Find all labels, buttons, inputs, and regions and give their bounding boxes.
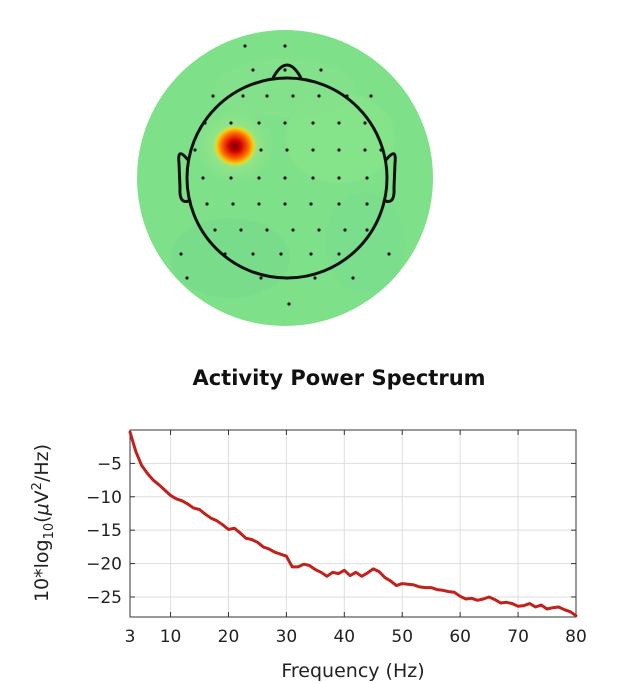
electrode-dot — [311, 121, 315, 125]
left-ear-outline — [177, 152, 192, 203]
x-axis-label: Frequency (Hz) — [281, 660, 424, 682]
electrode-dot — [257, 121, 261, 125]
electrode-dot — [363, 148, 367, 152]
electrode-dot — [309, 202, 313, 206]
y-axis-label: 10*log10(μV2/Hz) — [30, 444, 57, 602]
axis-ticks — [129, 430, 577, 617]
electrode-dot — [311, 148, 315, 152]
electrode-dot — [365, 228, 369, 232]
electrode-dot — [205, 202, 209, 206]
electrode-dot — [283, 44, 287, 48]
electrode-dot — [369, 94, 373, 98]
plot-area-frame — [129, 429, 577, 618]
electrode-dot — [257, 176, 261, 180]
electrode-dot — [201, 176, 205, 180]
electrode-dot — [351, 276, 355, 280]
y-tick-labels: −5 −10 −15 −20 −25 — [86, 454, 122, 608]
electrode-dot — [265, 228, 269, 232]
electrode-dot — [279, 252, 283, 256]
electrode-dot — [291, 228, 295, 232]
electrode-dot — [283, 121, 287, 125]
electrode-dots — [179, 44, 391, 306]
electrode-dot — [337, 176, 341, 180]
y-tick-label: −5 — [97, 454, 122, 474]
electrode-dot — [239, 228, 243, 232]
electrode-dot — [387, 252, 391, 256]
y-tick-label: −15 — [86, 521, 122, 541]
y-tick-label: −10 — [86, 488, 122, 508]
y-tick-label: −20 — [86, 555, 122, 575]
x-tick-label: 60 — [449, 627, 471, 647]
x-tick-label: 50 — [391, 627, 413, 647]
electrode-dot — [311, 176, 315, 180]
y-axis-label-superscript: 2 — [30, 482, 45, 490]
y-axis-label-part3: V — [31, 490, 53, 503]
electrode-dot — [241, 94, 245, 98]
electrode-dot — [251, 252, 255, 256]
electrode-dot — [185, 276, 189, 280]
electrode-dot — [337, 148, 341, 152]
series-line-power-spectrum — [128, 430, 578, 618]
x-tick-label: 10 — [160, 627, 182, 647]
electrode-dot — [193, 148, 197, 152]
electrode-dot — [259, 276, 263, 280]
nose-outline — [271, 63, 303, 79]
electrode-dot — [229, 121, 233, 125]
electrode-dot — [317, 94, 321, 98]
electrode-dot — [211, 94, 215, 98]
electrode-dot — [365, 202, 369, 206]
y-axis-label-mu: μ — [31, 503, 53, 516]
x-tick-label: 40 — [333, 627, 355, 647]
electrode-dot — [363, 121, 367, 125]
electrode-dot — [179, 252, 183, 256]
electrode-dot — [243, 44, 247, 48]
electrode-dot — [251, 68, 255, 72]
electrode-dot — [213, 228, 217, 232]
chart-title: Activity Power Spectrum — [192, 366, 485, 390]
electrode-dot — [283, 68, 287, 72]
electrode-dot — [365, 176, 369, 180]
right-ear-outline — [382, 152, 397, 203]
x-tick-label: 30 — [276, 627, 298, 647]
x-tick-label: 70 — [507, 627, 529, 647]
head-outline — [177, 63, 397, 280]
electrode-dot — [319, 68, 323, 72]
electrode-dot — [309, 252, 313, 256]
electrode-dot — [283, 202, 287, 206]
x-tick-label: 80 — [565, 627, 587, 647]
electrode-dot — [291, 94, 295, 98]
y-axis-label-part2: ( — [31, 515, 53, 522]
electrode-dot — [313, 276, 317, 280]
electrode-dot — [257, 202, 261, 206]
y-tick-label: −25 — [86, 588, 122, 608]
electrode-dot — [285, 148, 289, 152]
power-spectrum-chart: Activity Power Spectrum 3 10 20 30 40 50 60 70 8… — [30, 366, 587, 682]
electrode-dot — [337, 252, 341, 256]
electrode-dot — [343, 228, 347, 232]
x-tick-label: 3 — [125, 627, 136, 647]
activity-hotspot — [213, 125, 257, 167]
x-tick-label: 20 — [218, 627, 240, 647]
electrode-dot — [283, 176, 287, 180]
x-tick-labels: 3 10 20 30 40 50 60 70 80 — [125, 627, 587, 647]
y-axis-label-part1: 10*log — [31, 539, 53, 602]
scalp-topography-map — [137, 30, 433, 326]
electrode-dot — [287, 302, 291, 306]
head-circle — [185, 76, 389, 280]
y-axis-label-part4: /Hz) — [31, 444, 53, 482]
chart-grid — [130, 430, 576, 617]
electrode-dot — [229, 176, 233, 180]
electrode-dot — [259, 148, 263, 152]
electrode-dot — [231, 202, 235, 206]
electrode-dot — [337, 121, 341, 125]
electrode-dot — [337, 202, 341, 206]
electrode-dot — [317, 228, 321, 232]
y-axis-label-subscript: 10 — [42, 523, 57, 540]
electrode-dot — [265, 94, 269, 98]
